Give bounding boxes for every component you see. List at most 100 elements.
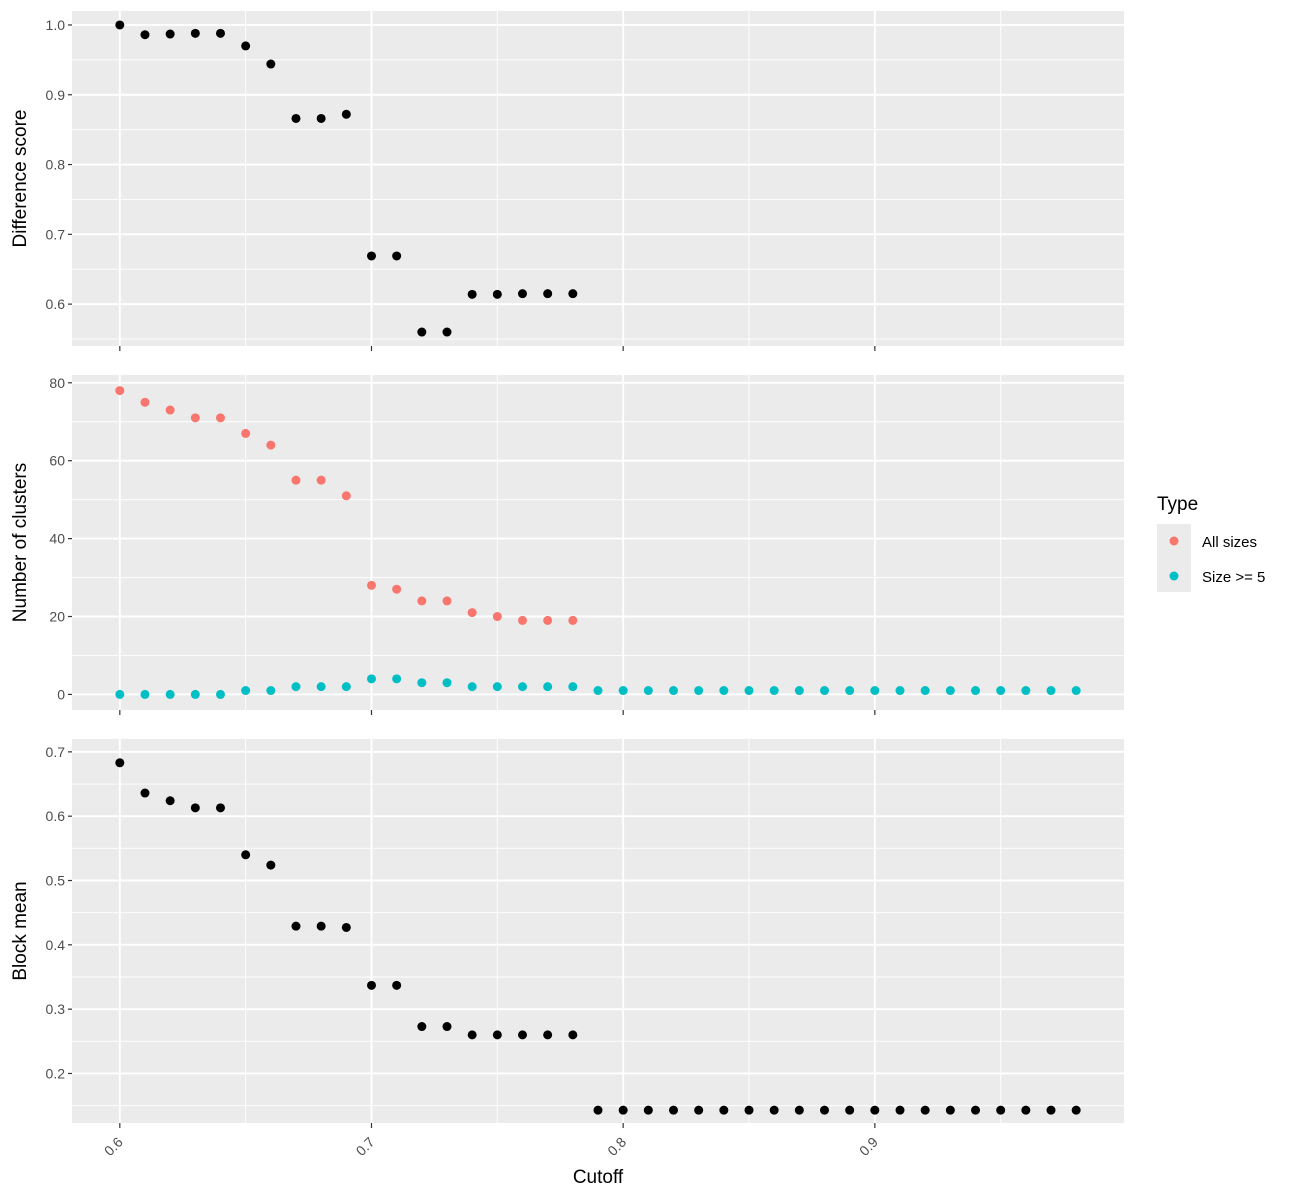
data-point [341, 109, 351, 119]
data-point [341, 491, 351, 501]
data-point [316, 475, 326, 485]
plot-panels: 0.6 0.7 0.8 0.9 1.0 Difference score 0 20 40 60 80… [10, 11, 1124, 1159]
data-point [593, 1105, 603, 1115]
data-point [744, 1105, 754, 1115]
data-point [366, 580, 376, 590]
data-point [316, 113, 326, 123]
data-point [467, 682, 477, 692]
data-point [971, 686, 981, 696]
y-axis-title: Difference score [10, 110, 31, 248]
data-point [870, 1105, 880, 1115]
x-tick-label: 0.7 [353, 1134, 378, 1159]
data-point [945, 1105, 955, 1115]
data-point [719, 1105, 729, 1115]
panel-bottom: 0.2 0.3 0.4 0.5 0.6 0.7 Block mean [10, 739, 1124, 1128]
data-point [618, 686, 628, 696]
data-point [291, 475, 301, 485]
data-point [694, 1105, 704, 1115]
data-point [517, 289, 527, 299]
data-point [165, 796, 175, 806]
data-point [241, 41, 251, 51]
data-point [392, 251, 402, 261]
data-point [190, 689, 200, 699]
data-point [190, 803, 200, 813]
data-point [618, 1105, 628, 1115]
data-point [291, 113, 301, 123]
data-point [517, 682, 527, 692]
data-point [492, 612, 502, 622]
y-tick-label: 0.7 [46, 226, 66, 242]
data-point [870, 686, 880, 696]
y-axis-title: Number of clusters [10, 463, 31, 622]
data-point [190, 413, 200, 423]
data-point [341, 922, 351, 932]
data-point [417, 1022, 427, 1032]
data-point [744, 686, 754, 696]
panel-background [72, 11, 1124, 346]
data-point [215, 689, 225, 699]
data-point [115, 758, 125, 768]
data-point [140, 397, 150, 407]
data-point [971, 1105, 981, 1115]
data-point [266, 860, 276, 870]
data-point [593, 686, 603, 696]
data-point [442, 596, 452, 606]
data-point [543, 615, 553, 625]
panel-top: 0.6 0.7 0.8 0.9 1.0 Difference score [10, 11, 1124, 351]
data-point [568, 682, 578, 692]
legend: Type All sizes Size >= 5 [1157, 494, 1265, 592]
y-tick-label: 60 [49, 453, 65, 469]
data-point [719, 686, 729, 696]
y-tick-label: 0.8 [46, 157, 66, 173]
data-point [215, 413, 225, 423]
data-point [392, 584, 402, 594]
data-point [1071, 1105, 1081, 1115]
data-point [845, 1105, 855, 1115]
data-point [1046, 1105, 1056, 1115]
legend-key-size5 [1169, 571, 1179, 581]
data-point [794, 686, 804, 696]
legend-title: Type [1157, 494, 1198, 515]
data-point [366, 980, 376, 990]
data-point [215, 803, 225, 813]
data-point [316, 921, 326, 931]
data-point [543, 1030, 553, 1040]
data-point [291, 921, 301, 931]
data-point [669, 686, 679, 696]
data-point [291, 682, 301, 692]
data-point [568, 1030, 578, 1040]
data-point [895, 1105, 905, 1115]
data-point [442, 327, 452, 337]
data-point [366, 251, 376, 261]
y-tick-label: 0.6 [46, 808, 66, 824]
y-tick-label: 0.9 [46, 87, 66, 103]
data-point [996, 686, 1006, 696]
y-tick-label: 1.0 [46, 17, 66, 33]
panel-background [72, 375, 1124, 710]
data-point [568, 289, 578, 299]
data-point [794, 1105, 804, 1115]
data-point [316, 682, 326, 692]
y-tick-label: 0 [57, 686, 65, 702]
data-point [266, 440, 276, 450]
data-point [442, 1022, 452, 1032]
data-point [945, 686, 955, 696]
data-point [517, 1030, 527, 1040]
panel-middle: 0 20 40 60 80 Number of clusters [10, 375, 1124, 715]
data-point [1071, 686, 1081, 696]
data-point [392, 674, 402, 684]
data-point [366, 674, 376, 684]
data-point [1046, 686, 1056, 696]
data-point [517, 615, 527, 625]
data-point [140, 30, 150, 40]
x-tick-label: 0.6 [101, 1134, 126, 1159]
y-tick-label: 0.7 [46, 744, 66, 760]
y-tick-label: 80 [49, 375, 65, 391]
data-point [266, 686, 276, 696]
data-point [845, 686, 855, 696]
data-point [492, 1030, 502, 1040]
y-tick-label: 0.5 [46, 873, 66, 889]
data-point [492, 682, 502, 692]
data-point [241, 428, 251, 438]
